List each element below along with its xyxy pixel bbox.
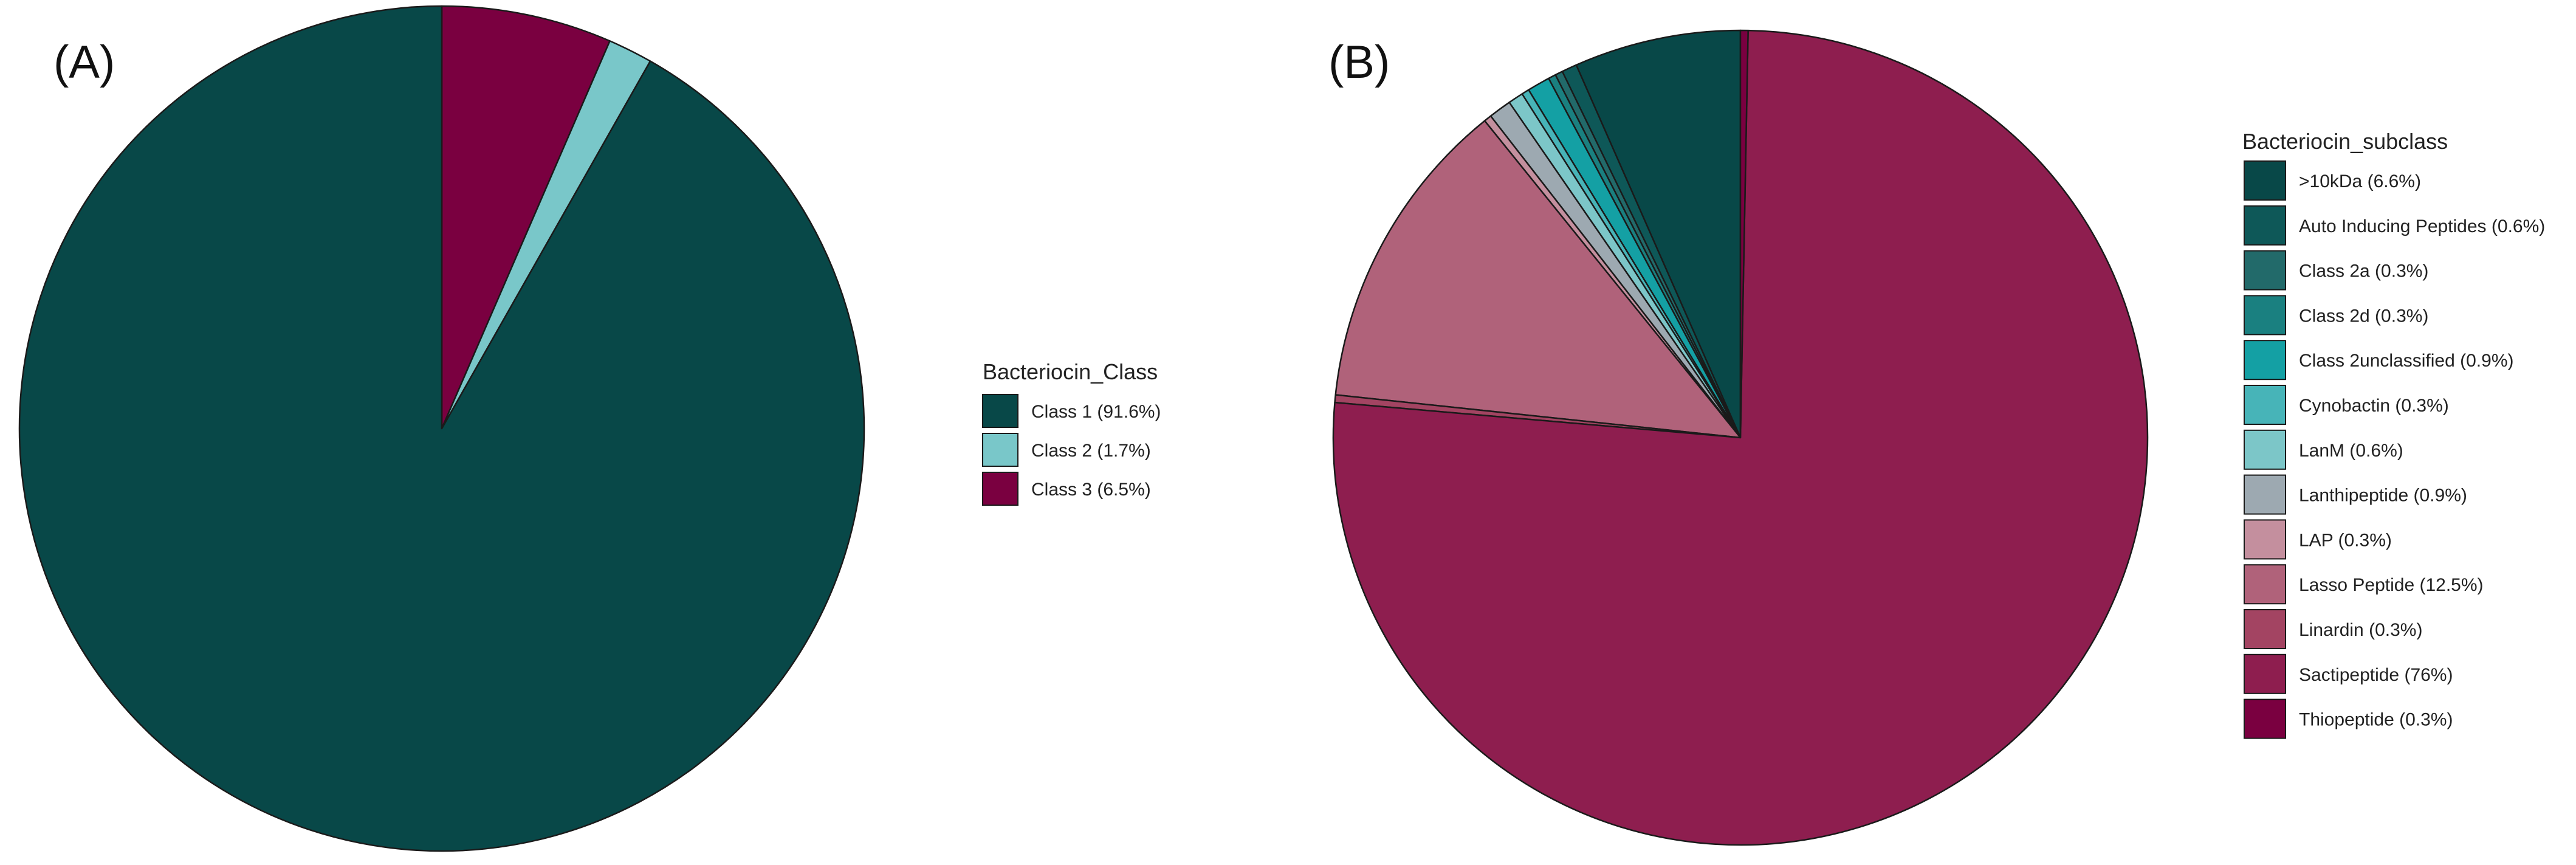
legend-b-key-lanthipeptide xyxy=(2244,474,2286,515)
legend-a-label-class-1: Class 1 (91.6%) xyxy=(1031,402,1161,422)
legend-b-key-class-2a xyxy=(2244,250,2286,291)
legend-b-key-cynobactin xyxy=(2244,385,2286,425)
legend-b-key-sactipeptide xyxy=(2244,653,2286,694)
legend-b-items: >10kDa (6.6%) Auto Inducing Peptides (0.6… xyxy=(2244,160,2545,739)
legend-a-title: Bacteriocin_Class xyxy=(983,359,1158,384)
legend-b-label-auto-inducing-peptides: Auto Inducing Peptides (0.6%) xyxy=(2299,216,2545,236)
legend-b: Bacteriocin_subclass >10kDa (6.6%) Auto I… xyxy=(2242,129,2545,739)
legend-b-label-class-2d: Class 2d (0.3%) xyxy=(2299,306,2428,326)
legend-b-key-10kda xyxy=(2244,160,2286,201)
legend-a-key-class-1 xyxy=(982,394,1018,428)
legend-a: Bacteriocin_Class Class 1 (91.6%) Class 2… xyxy=(982,359,1161,506)
panel-a-label: (A) xyxy=(53,36,115,88)
legend-b-key-lasso-peptide xyxy=(2244,564,2286,605)
panel-a-pie-chart: (A) Bacteriocin_Class Class 1 (91.6%)Cla… xyxy=(18,5,1161,852)
pie-a-slice-class-1 xyxy=(18,5,865,852)
legend-a-label-class-2: Class 2 (1.7%) xyxy=(1031,441,1151,461)
legend-b-key-lap xyxy=(2244,519,2286,560)
panel-b-label: (B) xyxy=(1328,36,1390,88)
legend-b-title: Bacteriocin_subclass xyxy=(2242,129,2448,154)
legend-b-label-linardin: Linardin (0.3%) xyxy=(2299,620,2422,640)
legend-b-key-class-2unclassified xyxy=(2244,340,2286,381)
legend-a-key-class-3 xyxy=(982,472,1018,506)
legend-b-label-lanthipeptide: Lanthipeptide (0.9%) xyxy=(2299,486,2467,506)
legend-b-label-10kda: >10kDa (6.6%) xyxy=(2299,171,2421,191)
legend-b-label-lanm: LanM (0.6%) xyxy=(2299,441,2403,461)
legend-a-label-class-3: Class 3 (6.5%) xyxy=(1031,480,1151,500)
legend-b-label-class-2unclassified: Class 2unclassified (0.9%) xyxy=(2299,351,2513,371)
pie-b-slice-thiopeptide xyxy=(1739,29,1749,439)
legend-b-label-thiopeptide: Thiopeptide (0.3%) xyxy=(2299,710,2453,730)
pie-b-slice-10kda xyxy=(1575,29,1742,439)
legend-b-key-thiopeptide xyxy=(2244,698,2286,739)
legend-b-label-lap: LAP (0.3%) xyxy=(2299,530,2392,550)
pie-b-slice-lasso-peptide xyxy=(1334,120,1742,439)
legend-b-key-auto-inducing-peptides xyxy=(2244,205,2286,246)
legend-b-key-class-2d xyxy=(2244,295,2286,336)
legend-b-key-linardin xyxy=(2244,609,2286,649)
legend-b-label-class-2a: Class 2a (0.3%) xyxy=(2299,261,2428,281)
pie-a-slices xyxy=(18,5,865,852)
legend-b-label-lasso-peptide: Lasso Peptide (12.5%) xyxy=(2299,575,2484,595)
legend-a-key-class-2 xyxy=(982,433,1018,467)
legend-a-items: Class 1 (91.6%) Class 2 (1.7%) Class 3 (6.… xyxy=(982,394,1161,506)
legend-b-label-cynobactin: Cynobactin (0.3%) xyxy=(2299,396,2449,416)
pie-b-slices xyxy=(1332,29,2149,846)
panel-b-pie-chart: (B) Bacteriocin_subclass >10kDa (6.6%) Au… xyxy=(1328,29,2545,846)
legend-b-label-sactipeptide: Sactipeptide (76%) xyxy=(2299,665,2453,685)
legend-b-key-lanm xyxy=(2244,429,2286,470)
pie-a-slice-class-3 xyxy=(441,5,611,430)
